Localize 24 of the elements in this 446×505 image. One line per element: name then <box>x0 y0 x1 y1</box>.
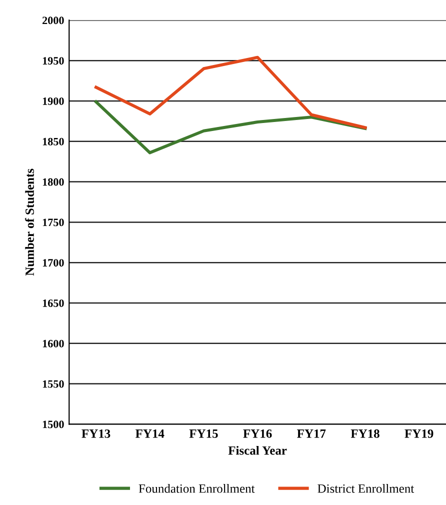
y-tick-label: 2000 <box>42 16 64 24</box>
y-tick-label: 1500 <box>42 420 64 428</box>
x-tick-label: FY17 <box>297 429 326 438</box>
y-axis-title: Number of Students <box>25 168 34 276</box>
y-tick-label: 1750 <box>42 218 64 226</box>
x-tick-label: FY19 <box>404 429 434 438</box>
legend-label: District Enrollment <box>318 484 414 493</box>
x-tick-label: FY16 <box>243 429 272 438</box>
y-tick-label: 1650 <box>42 299 64 307</box>
y-tick-label: 1950 <box>42 57 64 65</box>
y-tick-label: 1550 <box>42 380 64 388</box>
line-series <box>94 100 367 154</box>
x-axis-title: Fiscal Year <box>228 446 287 455</box>
x-tick-label: FY14 <box>136 429 164 438</box>
y-tick-label: 1900 <box>42 97 64 105</box>
y-tick-label: 1850 <box>42 138 64 146</box>
y-tick-label: 1700 <box>42 259 64 267</box>
legend-label: Foundation Enrollment <box>138 484 255 493</box>
x-tick-label: FY13 <box>82 429 110 438</box>
x-tick-label: FY15 <box>189 429 218 438</box>
y-tick-label: 1800 <box>42 178 64 186</box>
x-tick-label: FY18 <box>350 429 380 438</box>
line-series <box>94 56 367 130</box>
y-tick-label: 1600 <box>42 340 64 348</box>
